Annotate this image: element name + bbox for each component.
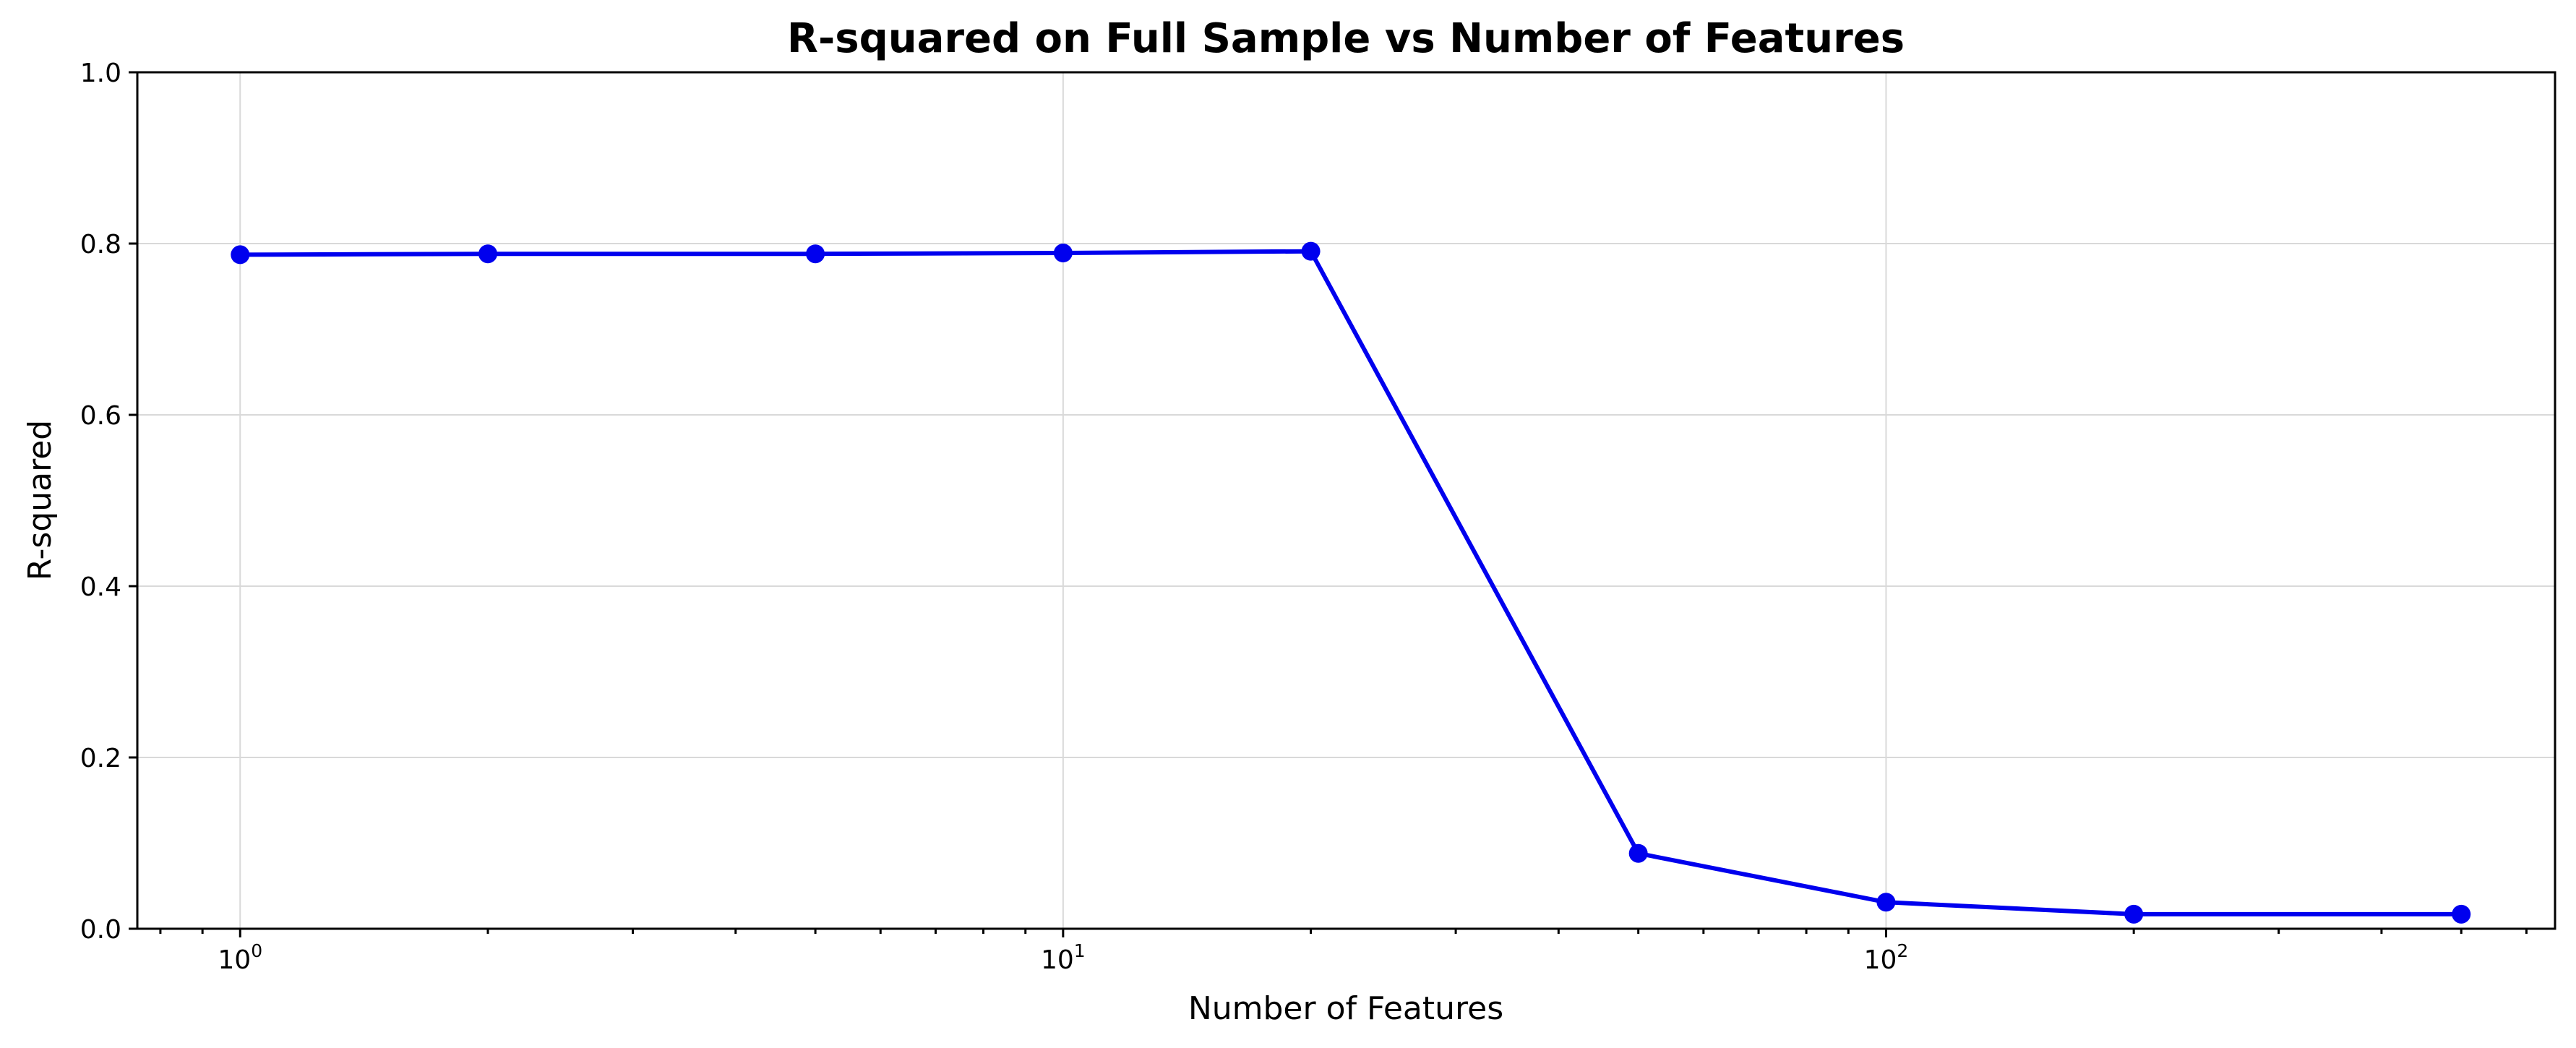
y-tick-label: 0.4 (80, 572, 121, 602)
x-tick-label: 100 (218, 940, 262, 975)
data-point (478, 244, 498, 264)
data-point (1301, 241, 1321, 261)
data-point (2452, 904, 2471, 924)
x-tick-label: 102 (1864, 940, 1909, 975)
y-tick-label: 0.8 (80, 230, 121, 259)
y-tick-label: 0.6 (80, 401, 121, 431)
data-point (1053, 244, 1073, 263)
y-tick-label: 1.0 (80, 59, 121, 88)
data-point (231, 245, 250, 265)
grid-layer (137, 72, 2555, 929)
x-tick-label: 101 (1041, 940, 1086, 975)
x-axis-label: Number of Features (1188, 990, 1503, 1027)
series-line (240, 249, 2462, 916)
plot-area (136, 71, 2556, 930)
series-layer (231, 241, 2471, 924)
chart-title: R-squared on Full Sample vs Number of Fe… (787, 15, 1905, 62)
data-point (2124, 904, 2144, 924)
data-point (1876, 893, 1896, 912)
y-tick-label: 0.2 (80, 744, 121, 773)
data-point (806, 244, 825, 264)
y-axis-label: R-squared (22, 420, 59, 581)
y-tick-label: 0.0 (80, 915, 121, 945)
axis-ticks: 0.0 0.2 0.4 0.6 0.8 1.0 100 101 102 (80, 59, 2528, 975)
data-point (1628, 843, 1648, 863)
